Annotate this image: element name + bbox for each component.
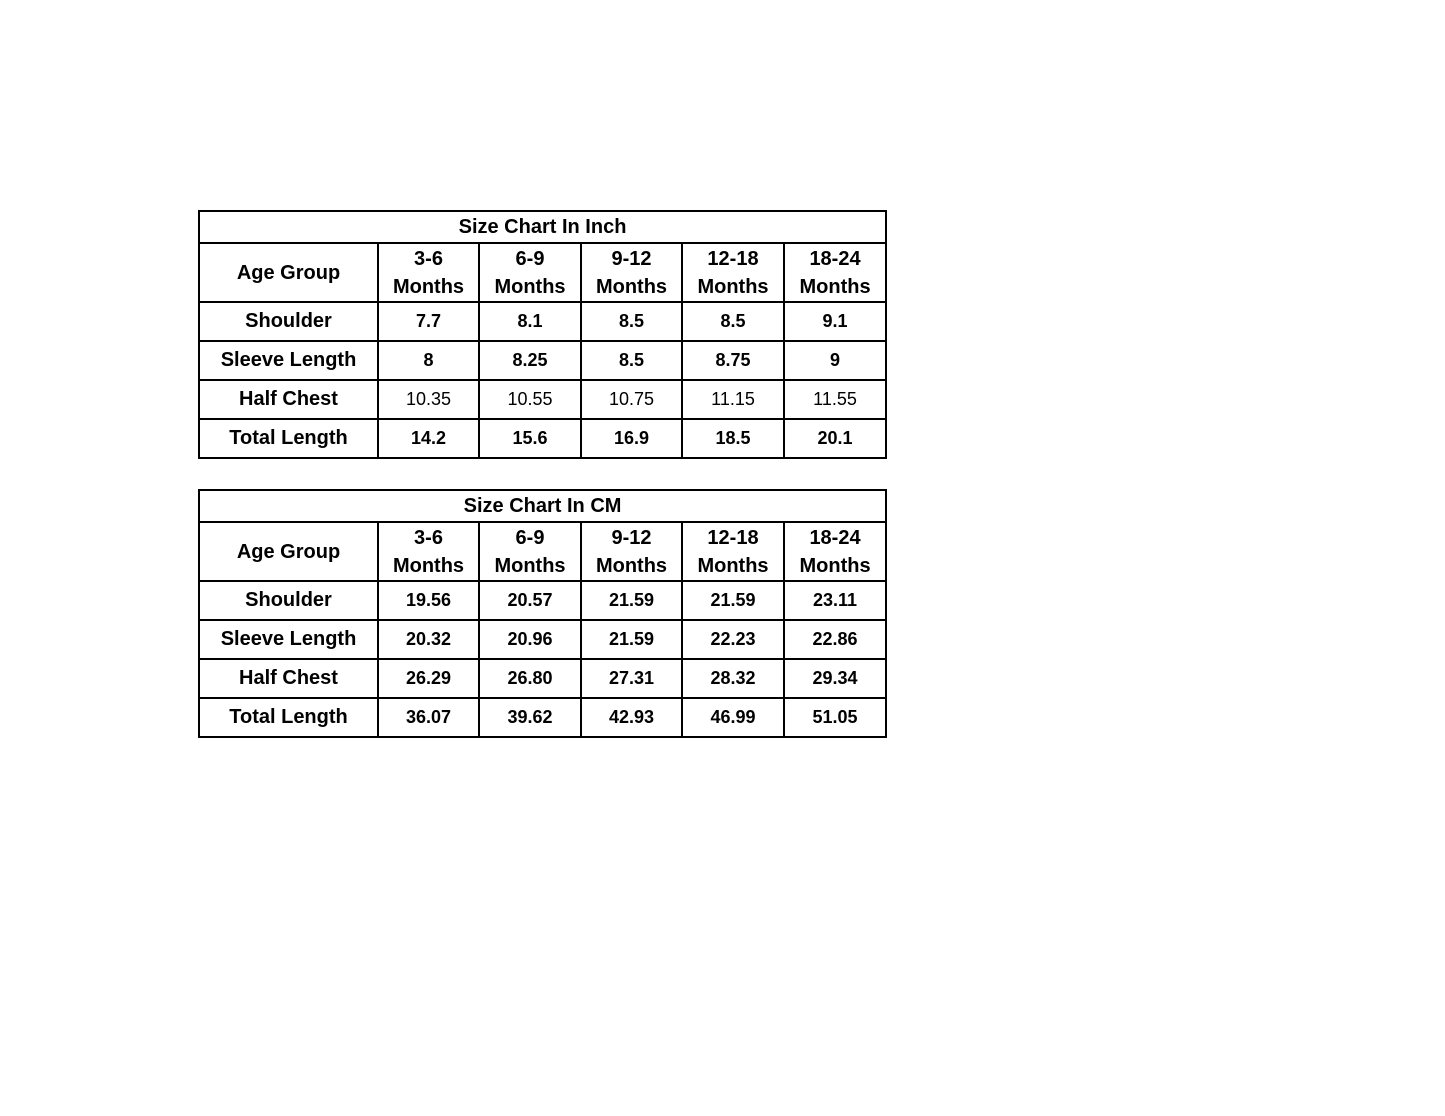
value-cell: 9 [782,340,888,381]
value-cell: 51.05 [782,697,888,738]
table-row-half-chest: Half Chest 10.35 10.55 10.75 11.15 11.55 [198,379,888,420]
column-header-3-6-months: 3-6 Months [377,242,480,303]
row-label-half-chest: Half Chest [198,658,379,699]
row-label-sleeve-length: Sleeve Length [198,619,379,660]
value-cell: 21.59 [681,580,785,621]
column-header-age-group: Age Group [198,242,379,303]
value-cell: 22.86 [782,619,888,660]
value-cell: 29.34 [782,658,888,699]
column-header-age-group: Age Group [198,521,379,582]
value-cell: 36.07 [377,697,480,738]
value-cell: 8.5 [580,340,683,381]
column-header-6-9-months: 6-9 Months [478,521,582,582]
column-header-9-12-months: 9-12 Months [580,521,683,582]
value-cell: 46.99 [681,697,785,738]
value-cell: 28.32 [681,658,785,699]
value-cell: 11.15 [681,379,785,420]
value-cell: 20.32 [377,619,480,660]
value-cell: 7.7 [377,301,480,342]
value-cell: 27.31 [580,658,683,699]
value-cell: 21.59 [580,619,683,660]
row-label-total-length: Total Length [198,697,379,738]
value-cell: 39.62 [478,697,582,738]
value-cell: 22.23 [681,619,785,660]
value-cell: 8.75 [681,340,785,381]
size-chart-cm-table: Size Chart In CM Age Group 3-6 Months 6-… [197,489,888,738]
value-cell: 18.5 [681,418,785,459]
table-row-sleeve-length: Sleeve Length 20.32 20.96 21.59 22.23 22… [198,619,888,660]
value-cell: 23.11 [782,580,888,621]
value-cell: 8.5 [580,301,683,342]
value-cell: 42.93 [580,697,683,738]
column-header-18-24-months: 18-24 Months [782,521,888,582]
table-row-sleeve-length: Sleeve Length 8 8.25 8.5 8.75 9 [198,340,888,381]
value-cell: 8.25 [478,340,582,381]
row-label-sleeve-length: Sleeve Length [198,340,379,381]
value-cell: 14.2 [377,418,480,459]
column-header-9-12-months: 9-12 Months [580,242,683,303]
value-cell: 10.55 [478,379,582,420]
column-header-12-18-months: 12-18 Months [681,521,785,582]
value-cell: 15.6 [478,418,582,459]
value-cell: 20.1 [782,418,888,459]
row-label-shoulder: Shoulder [198,580,379,621]
value-cell: 11.55 [782,379,888,420]
value-cell: 8 [377,340,480,381]
row-label-shoulder: Shoulder [198,301,379,342]
row-label-half-chest: Half Chest [198,379,379,420]
column-header-18-24-months: 18-24 Months [782,242,888,303]
value-cell: 10.75 [580,379,683,420]
value-cell: 26.80 [478,658,582,699]
value-cell: 20.96 [478,619,582,660]
value-cell: 21.59 [580,580,683,621]
value-cell: 16.9 [580,418,683,459]
table-row-half-chest: Half Chest 26.29 26.80 27.31 28.32 29.34 [198,658,888,699]
value-cell: 10.35 [377,379,480,420]
value-cell: 8.5 [681,301,785,342]
table-row-total-length: Total Length 14.2 15.6 16.9 18.5 20.1 [198,418,888,459]
size-chart-inch-table: Size Chart In Inch Age Group 3-6 Months … [197,210,888,459]
row-label-total-length: Total Length [198,418,379,459]
table-row-shoulder: Shoulder 7.7 8.1 8.5 8.5 9.1 [198,301,888,342]
value-cell: 8.1 [478,301,582,342]
column-header-12-18-months: 12-18 Months [681,242,785,303]
table-row-shoulder: Shoulder 19.56 20.57 21.59 21.59 23.11 [198,580,888,621]
value-cell: 19.56 [377,580,480,621]
table-title-inch: Size Chart In Inch [197,210,888,244]
value-cell: 9.1 [782,301,888,342]
table-row-total-length: Total Length 36.07 39.62 42.93 46.99 51.… [198,697,888,738]
column-header-3-6-months: 3-6 Months [377,521,480,582]
table-title-cm: Size Chart In CM [197,489,888,523]
column-header-6-9-months: 6-9 Months [478,242,582,303]
value-cell: 26.29 [377,658,480,699]
value-cell: 20.57 [478,580,582,621]
